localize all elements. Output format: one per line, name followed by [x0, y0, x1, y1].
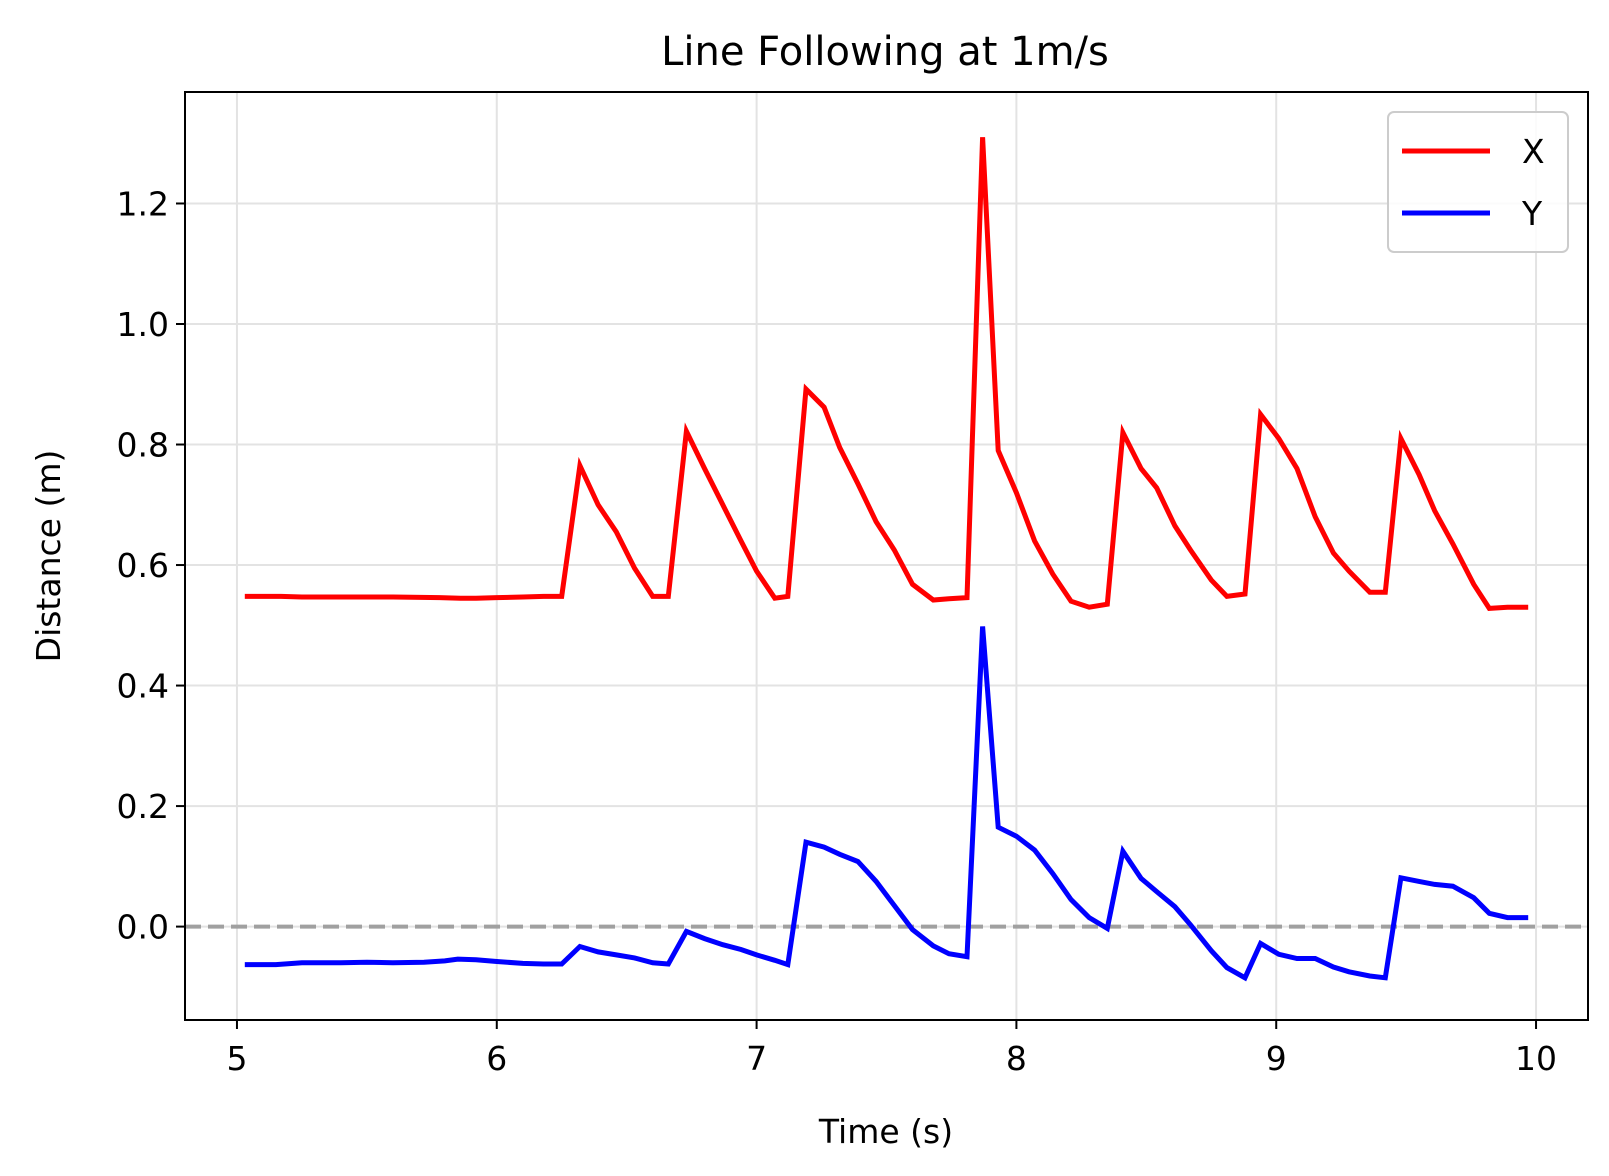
y-tick-label: 0.2 — [117, 787, 169, 826]
y-tick-label: 0.4 — [117, 667, 169, 706]
legend-label-y: Y — [1521, 194, 1543, 233]
legend-box — [1387, 111, 1569, 253]
x-tick-label: 9 — [1266, 1039, 1287, 1078]
x-tick-label: 8 — [1006, 1039, 1027, 1078]
axis-ticks: 5 6 7 8 9 10 0.0 0.2 0.4 0.6 0.8 1.0 1.2 — [117, 184, 1558, 1078]
y-tick-label: 1.2 — [117, 184, 169, 223]
series-line-x — [244, 137, 1529, 611]
series-lines — [244, 137, 1529, 982]
y-tick-label: 0.0 — [117, 908, 169, 947]
x-tick-label: 6 — [486, 1039, 507, 1078]
series-line-y — [244, 626, 1529, 982]
legend: XY — [1387, 111, 1569, 253]
x-tick-label: 10 — [1515, 1039, 1557, 1078]
legend-label-x: X — [1522, 132, 1545, 171]
chart-title: Line Following at 1m/s — [661, 29, 1109, 75]
x-tick-label: 7 — [746, 1039, 767, 1078]
y-tick-label: 0.8 — [117, 426, 169, 465]
x-tick-label: 5 — [226, 1039, 247, 1078]
y-tick-label: 1.0 — [117, 305, 169, 344]
y-tick-label: 0.6 — [117, 546, 169, 585]
y-axis-label: Distance (m) — [29, 450, 68, 663]
grid — [185, 92, 1588, 1020]
x-axis-label: Time (s) — [818, 1112, 953, 1151]
plot-area-frame — [184, 91, 1589, 1021]
